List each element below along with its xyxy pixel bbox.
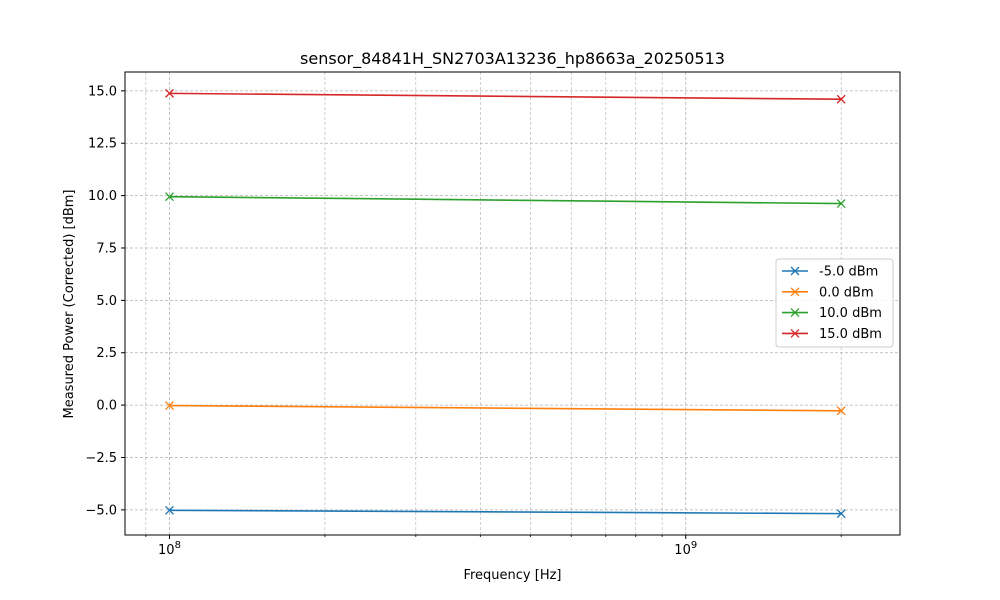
legend-marker: [790, 328, 800, 338]
legend-label: 10.0 dBm: [819, 306, 882, 321]
legend-label: -5.0 dBm: [819, 265, 878, 280]
y-tick-label: 15.0: [88, 84, 117, 99]
legend-item: 15.0 dBm: [782, 327, 882, 342]
chart-title: sensor_84841H_SN2703A13236_hp8663a_20250…: [300, 49, 725, 69]
data-point: [165, 88, 174, 98]
x-tick-label: 108: [158, 540, 181, 558]
series-line: [169, 92, 842, 101]
plot-area: [124, 71, 901, 536]
y-tick-label: −5.0: [85, 503, 117, 518]
data-point: [836, 406, 846, 416]
grid: [125, 72, 900, 535]
y-axis: −5.0 −2.5 0.0 2.5 5.0 7.5 10.0 12.5 15.0: [85, 84, 125, 518]
series-layer: [165, 88, 846, 519]
series-line: [169, 509, 842, 515]
y-tick-label: 2.5: [96, 346, 117, 361]
series-0: [165, 505, 846, 519]
series-2: [165, 192, 846, 209]
data-point: [836, 94, 846, 104]
y-tick-label: 0.0: [96, 399, 117, 414]
legend-item: 0.0 dBm: [782, 285, 874, 300]
series-3: [165, 88, 846, 104]
y-tick-label: −2.5: [85, 451, 117, 466]
y-axis-label: Measured Power (Corrected) [dBm]: [62, 189, 77, 418]
legend-item: -5.0 dBm: [782, 265, 878, 280]
series-1: [165, 401, 846, 416]
data-point: [165, 192, 174, 202]
legend-item: 10.0 dBm: [782, 306, 882, 321]
y-tick-label: 10.0: [88, 189, 117, 204]
data-point: [836, 199, 846, 209]
legend-marker: [790, 287, 800, 297]
y-tick-label: 5.0: [96, 294, 117, 309]
legend-marker: [790, 266, 800, 276]
data-point: [165, 505, 174, 515]
series-line: [169, 404, 842, 412]
legend-marker: [790, 308, 800, 318]
legend-box: [775, 258, 894, 348]
legend-label: 15.0 dBm: [819, 327, 882, 342]
x-axis: 108 109: [145, 535, 842, 558]
y-tick-label: 7.5: [96, 241, 117, 256]
data-point: [165, 401, 174, 410]
y-tick-label: 12.5: [88, 137, 117, 152]
series-line: [169, 195, 842, 205]
legend: -5.0 dBm 0.0 dBm 10.0 dBm 15.0 dBm: [775, 258, 894, 348]
x-axis-label: Frequency [Hz]: [463, 568, 561, 583]
data-point: [836, 509, 846, 519]
x-tick-label: 109: [674, 540, 697, 558]
legend-label: 0.0 dBm: [819, 285, 874, 300]
